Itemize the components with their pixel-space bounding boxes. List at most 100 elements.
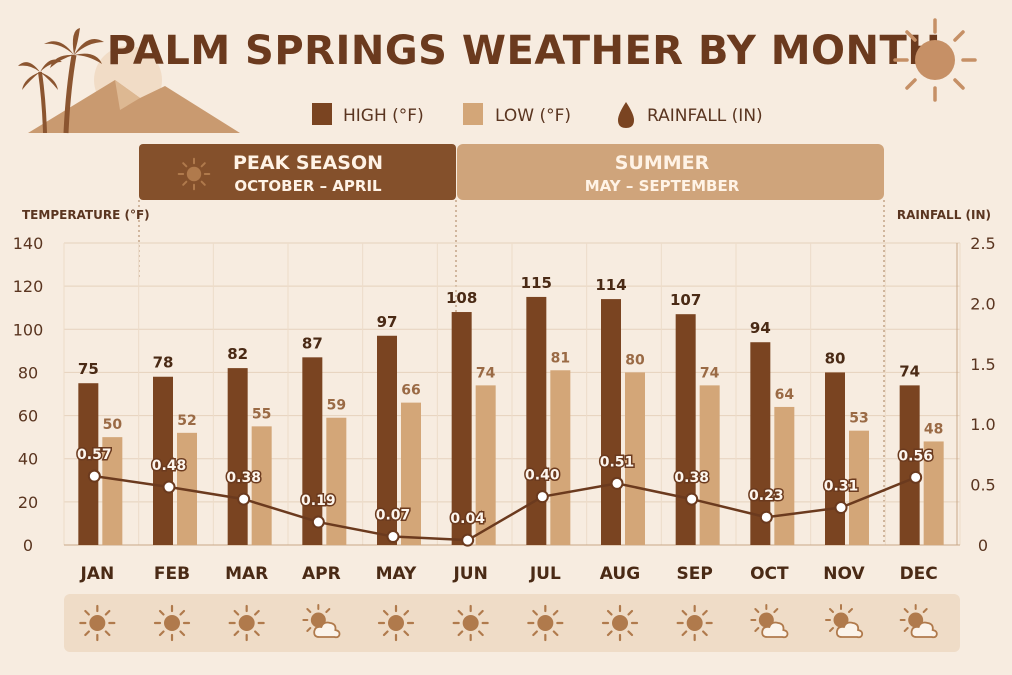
y-tick-left: 80 (18, 363, 38, 382)
label-low: 81 (551, 350, 570, 366)
rainfall-point (610, 476, 624, 490)
peak-season-title: PEAK SEASON (233, 152, 383, 174)
bar-low (401, 402, 421, 545)
peak-season-band: PEAK SEASON OCTOBER – APRIL (139, 144, 456, 200)
x-tick: MAY (376, 564, 417, 584)
label-high: 82 (227, 345, 248, 363)
sun-icon (153, 604, 191, 642)
label-rainfall: 0.19 (301, 493, 336, 509)
bar-low (326, 417, 347, 545)
legend-low-label: LOW (°F) (495, 106, 571, 126)
bar-high (377, 335, 397, 545)
sun-icon (228, 604, 265, 642)
y-tick-left: 100 (13, 320, 44, 339)
label-high: 97 (377, 313, 398, 331)
sun-icon (452, 604, 489, 642)
rainfall-point (386, 530, 400, 544)
bar-low (699, 385, 720, 545)
legend-low-swatch (463, 103, 483, 125)
y-tick-right: 1.5 (970, 355, 995, 374)
rainfall-point (759, 510, 773, 524)
sun-icon (601, 604, 639, 642)
bar-low (625, 372, 645, 545)
bar-high (78, 383, 99, 545)
legend-high-label: HIGH (°F) (343, 106, 424, 126)
x-tick: APR (302, 564, 341, 584)
label-high: 108 (446, 289, 477, 307)
label-rainfall: 0.23 (749, 488, 784, 504)
bar-high (675, 314, 696, 545)
label-low: 50 (103, 417, 123, 433)
rainfall-point (162, 480, 176, 494)
label-rainfall: 0.07 (376, 508, 411, 524)
x-tick: MAR (225, 564, 268, 584)
label-rainfall: 0.48 (152, 458, 187, 474)
label-high: 87 (302, 334, 323, 352)
rainfall-line: 0.57 0.48 0.38 0.19 0.07 0.04 0.40 0.51 0.38 0.23… (76, 446, 934, 547)
summer-subtitle: MAY – SEPTEMBER (585, 177, 740, 195)
y-axis-left-title: TEMPERATURE (°F) (22, 208, 150, 222)
bar-high (601, 299, 621, 545)
bar-high (526, 296, 547, 545)
bar-low (923, 441, 944, 545)
label-high: 94 (750, 319, 771, 337)
label-high: 114 (595, 276, 626, 294)
label-low: 64 (775, 387, 795, 403)
gridlines (63, 242, 961, 546)
y-tick-left: 0 (23, 536, 33, 555)
chart-title: PALM SPRINGS WEATHER BY MONTH (107, 28, 942, 74)
sun-icon (527, 604, 564, 642)
label-high: 115 (521, 274, 552, 292)
legend-high-swatch (312, 103, 332, 125)
weather-icon-strip (64, 594, 960, 652)
bar-low (774, 406, 795, 545)
rainfall-point (535, 490, 549, 504)
label-rainfall: 0.51 (600, 454, 635, 470)
rainfall-point (237, 492, 251, 506)
rainfall-point (461, 533, 475, 547)
legend-rainfall-label: RAINFALL (IN) (647, 106, 763, 126)
bar-low (251, 426, 272, 545)
bar-low (102, 437, 123, 545)
y-tick-right: 0 (978, 536, 988, 555)
sun-icon (676, 604, 713, 642)
label-high: 107 (670, 291, 701, 309)
label-high: 78 (153, 354, 174, 372)
x-tick: SEP (677, 564, 713, 584)
palm-desert-illustration (18, 28, 240, 134)
y-tick-left: 20 (18, 493, 38, 512)
bar-high (227, 368, 248, 545)
sun-icon (177, 157, 211, 191)
x-tick: JAN (79, 564, 114, 584)
x-tick: FEB (154, 564, 190, 584)
rainfall-polyline (94, 474, 917, 542)
summer-band: SUMMER MAY – SEPTEMBER (457, 144, 884, 200)
label-rainfall: 0.38 (674, 470, 709, 486)
bar-low (475, 385, 496, 545)
raindrop-icon (618, 102, 634, 128)
summer-title: SUMMER (615, 152, 710, 174)
label-low: 53 (849, 411, 868, 427)
sun-icon (377, 604, 415, 642)
bar-low (849, 430, 869, 545)
rainfall-point (87, 469, 101, 483)
y-axis-right-title: RAINFALL (IN) (897, 208, 991, 222)
label-low: 52 (177, 413, 196, 429)
label-low: 74 (700, 365, 720, 381)
y-tick-right: 0.5 (970, 476, 995, 495)
x-tick: AUG (600, 564, 640, 584)
x-tick: DEC (900, 564, 938, 584)
label-rainfall: 0.56 (898, 448, 933, 464)
x-tick: JUN (452, 564, 487, 584)
peak-season-subtitle: OCTOBER – APRIL (234, 177, 382, 195)
rainfall-point (909, 470, 923, 484)
label-rainfall: 0.40 (525, 468, 560, 484)
bar-high (825, 372, 845, 545)
x-tick: JUL (529, 564, 561, 584)
rainfall-point (685, 492, 699, 506)
bar-high (153, 376, 173, 545)
bar-low (550, 370, 571, 545)
bar-high (750, 342, 771, 545)
x-axis: JAN FEB MAR APR MAY JUN JUL AUG SEP OCT NOV DEC (79, 564, 937, 584)
